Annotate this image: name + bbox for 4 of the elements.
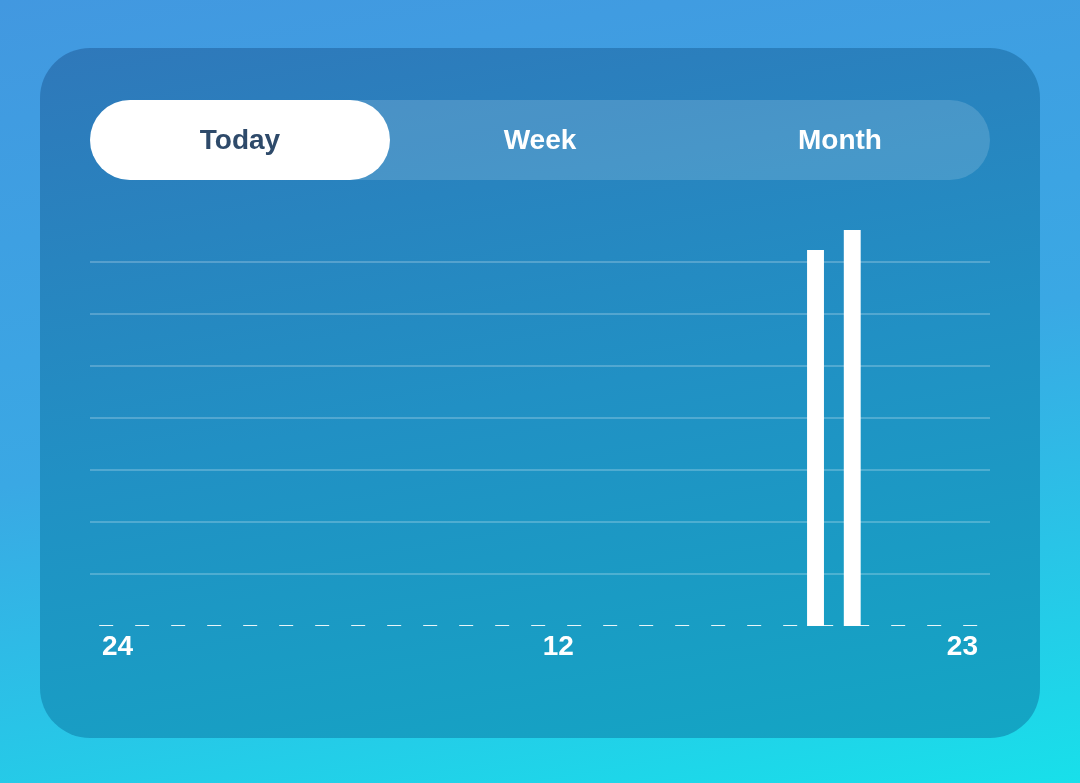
segmented-control: Today Week Month <box>90 100 990 180</box>
x-tick-label: 23 <box>946 630 979 661</box>
x-tick-label: 24 <box>101 630 134 661</box>
x-tick-label: 12 <box>542 630 574 661</box>
